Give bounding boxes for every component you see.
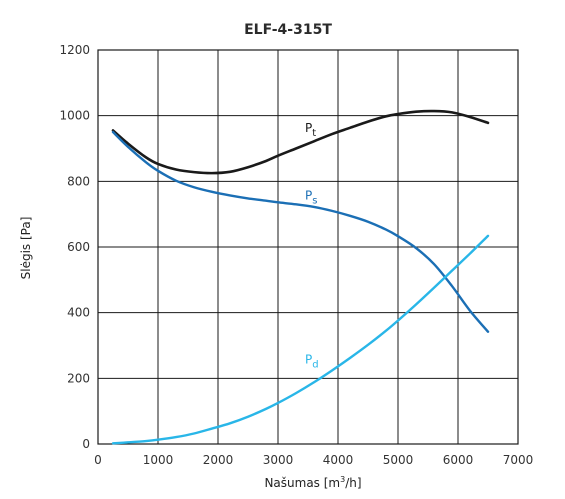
series-lines xyxy=(111,109,490,445)
grid xyxy=(97,49,519,445)
y-tick-label: 1000 xyxy=(59,109,90,123)
x-tick-label: 2000 xyxy=(203,453,234,467)
plot-frame xyxy=(97,49,519,445)
series-label-p-t: Pt xyxy=(305,121,316,139)
series-label-main: P xyxy=(305,353,312,367)
x-tick-label: 3000 xyxy=(263,453,294,467)
series-label-sub: d xyxy=(312,360,318,371)
x-tick-label: 1000 xyxy=(143,453,174,467)
series-line-p-d xyxy=(111,234,490,445)
y-tick-label: 800 xyxy=(67,174,90,188)
x-axis-ticks: 0 1000 2000 3000 4000 5000 6000 7000 xyxy=(94,453,533,467)
chart-title: ELF-4-315T xyxy=(244,22,332,38)
x-axis-label-unit-close: /h] xyxy=(345,476,361,490)
series-label-main: P xyxy=(305,121,312,135)
x-axis-label-unit-open: [m xyxy=(320,476,340,490)
x-tick-label: 5000 xyxy=(383,453,414,467)
series-line-p-t xyxy=(111,109,490,175)
x-tick-label: 0 xyxy=(94,453,102,467)
y-axis-ticks: 0 200 400 600 800 1000 1200 xyxy=(59,43,90,451)
x-tick-label: 7000 xyxy=(503,453,534,467)
series-label-sub: t xyxy=(312,128,316,139)
x-axis-label-unit-sup: 3 xyxy=(340,475,345,484)
x-axis-label: Našumas [m3/h] xyxy=(264,475,361,490)
series-label-sub: s xyxy=(312,195,317,206)
series-label-main: P xyxy=(305,188,312,202)
y-tick-label: 400 xyxy=(67,306,90,320)
series-label-p-d: Pd xyxy=(305,353,319,371)
x-tick-label: 6000 xyxy=(443,453,474,467)
x-axis-label-main: Našumas xyxy=(264,476,319,490)
series-line-p-s xyxy=(111,130,490,333)
y-tick-label: 200 xyxy=(67,371,90,385)
y-tick-label: 1200 xyxy=(59,43,90,57)
y-axis-label: Slėgis [Pa] xyxy=(19,217,33,280)
y-tick-label: 0 xyxy=(82,437,90,451)
y-tick-label: 600 xyxy=(67,240,90,254)
x-tick-label: 4000 xyxy=(323,453,354,467)
series-label-p-s: Ps xyxy=(305,188,317,206)
